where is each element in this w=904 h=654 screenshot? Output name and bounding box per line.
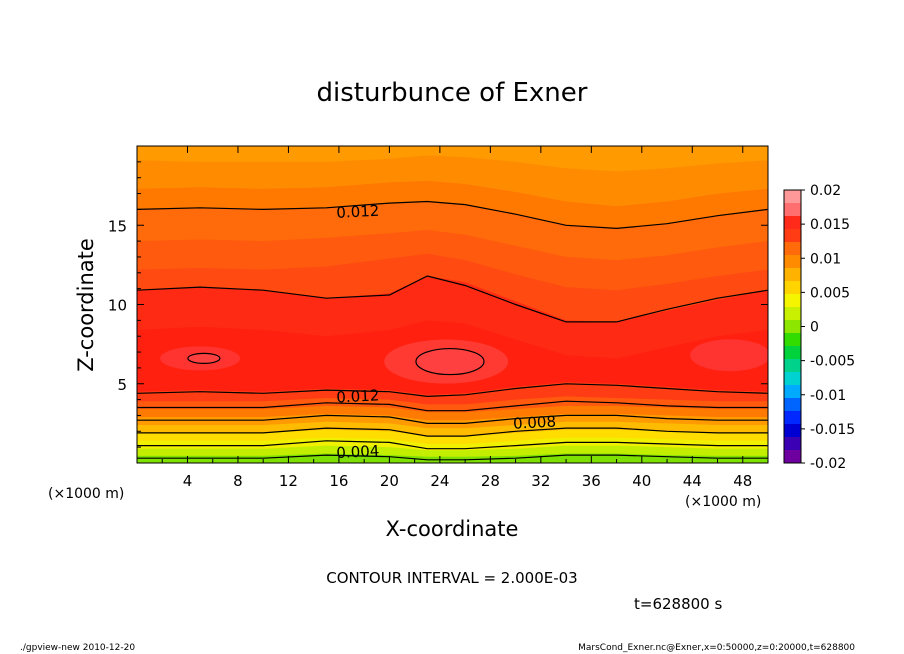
- colorbar-tick-label: -0.01: [810, 388, 846, 404]
- y-unit-label: (×1000 m): [48, 486, 124, 502]
- contour-line-1: [137, 200, 768, 230]
- y-tick-label-10: 10: [108, 297, 127, 315]
- colorbar-swatch-13: [784, 346, 801, 360]
- contour-closed-center: [415, 347, 485, 376]
- y-axis: 5 10 15: [108, 161, 768, 448]
- colorbar-swatch-3: [784, 216, 801, 230]
- x-unit-label: (×1000 m): [685, 494, 761, 510]
- x-tick-label-16: 16: [329, 472, 348, 490]
- x-axis-label: X-coordinate: [386, 517, 519, 541]
- colorbar-swatch-4: [784, 229, 801, 243]
- colorbar-swatch-15: [784, 372, 801, 386]
- x-tick-label-32: 32: [531, 472, 550, 490]
- x-tick-label-4: 4: [183, 472, 193, 490]
- contour-label-4: 0.004: [336, 442, 380, 462]
- colorbar-tick-label: 0: [810, 320, 819, 336]
- contour-line-6: [137, 427, 768, 437]
- footer-left: ./gpview-new 2010-12-20: [20, 643, 135, 653]
- plot-area: [137, 146, 768, 463]
- colorbar-swatch-8: [784, 281, 801, 295]
- colorbar-swatch-6: [784, 255, 801, 269]
- colorbar-swatch-7: [784, 268, 801, 282]
- colorbar: 0.02 0.015 0.01 0.005 0 -0.005 -0.01 -0.015 -0.0…: [783, 183, 855, 472]
- contour-closed-left: [187, 352, 221, 364]
- chart-title: disturbunce of Exner: [317, 78, 588, 108]
- band-blob-right: [690, 339, 768, 372]
- footer-right: MarsCond_Exner.nc@Exner,x=0:50000,z=0:20…: [578, 643, 855, 653]
- contour-label-1: 0.012: [336, 202, 380, 222]
- contour-lines: [137, 200, 768, 461]
- colorbar-swatch-19: [784, 424, 801, 438]
- contour-label-2: 0.012: [336, 386, 380, 406]
- colorbar-tick-label: 0.005: [810, 285, 850, 301]
- x-tick-label-40: 40: [632, 472, 651, 490]
- colorbar-swatch-2: [784, 203, 801, 217]
- band-16: [137, 453, 768, 463]
- colorbar-swatch-18: [784, 411, 801, 425]
- colorbar-swatch-14: [784, 359, 801, 373]
- colorbar-swatch-17: [784, 398, 801, 412]
- x-tick-label-36: 36: [582, 472, 601, 490]
- y-tick-label-5: 5: [117, 376, 127, 394]
- time-label: t=628800 s: [634, 595, 722, 613]
- contour-line-5: [137, 414, 768, 424]
- contour-label-3: 0.008: [513, 412, 557, 432]
- colorbar-tick-label: -0.015: [810, 422, 855, 438]
- colorbar-tick-label: 0.01: [810, 251, 841, 267]
- colorbar-swatch-21: [784, 450, 801, 464]
- contour-line-3: [137, 383, 768, 398]
- x-tick-label-48: 48: [733, 472, 752, 490]
- colorbar-tick-label: 0.02: [810, 183, 841, 199]
- x-tick-label-24: 24: [430, 472, 449, 490]
- contour-line-2: [137, 275, 768, 323]
- colorbar-tick-label: -0.02: [810, 456, 846, 472]
- x-tick-label-44: 44: [683, 472, 702, 490]
- colorbar-swatch-5: [784, 242, 801, 256]
- contour-labels: 0.012 0.012 0.008 0.004: [336, 202, 557, 462]
- colorbar-swatch-12: [784, 333, 801, 347]
- contour-line-7: [137, 440, 768, 450]
- colorbar-swatch-1: [784, 190, 801, 204]
- colorbar-tick-label: -0.005: [810, 354, 855, 370]
- x-tick-label-8: 8: [233, 472, 243, 490]
- contour-line-4: [137, 400, 768, 412]
- colorbar-swatch-10: [784, 307, 801, 321]
- colorbar-tick-label: 0.015: [810, 217, 850, 233]
- colorbar-swatch-11: [784, 320, 801, 334]
- color-bands: [137, 146, 768, 463]
- colorbar-swatch-16: [784, 385, 801, 399]
- y-tick-label-15: 15: [108, 217, 127, 235]
- colorbar-swatch-20: [784, 437, 801, 451]
- x-axis: 4 8 12 16 20 24 28 32 36 40 44 48: [161, 146, 752, 490]
- x-tick-label-28: 28: [481, 472, 500, 490]
- colorbar-swatch-9: [784, 294, 801, 308]
- y-axis-label: Z-coordinate: [74, 238, 98, 372]
- x-tick-label-12: 12: [279, 472, 298, 490]
- contour-interval: CONTOUR INTERVAL = 2.000E-03: [326, 569, 577, 587]
- x-tick-label-20: 20: [380, 472, 399, 490]
